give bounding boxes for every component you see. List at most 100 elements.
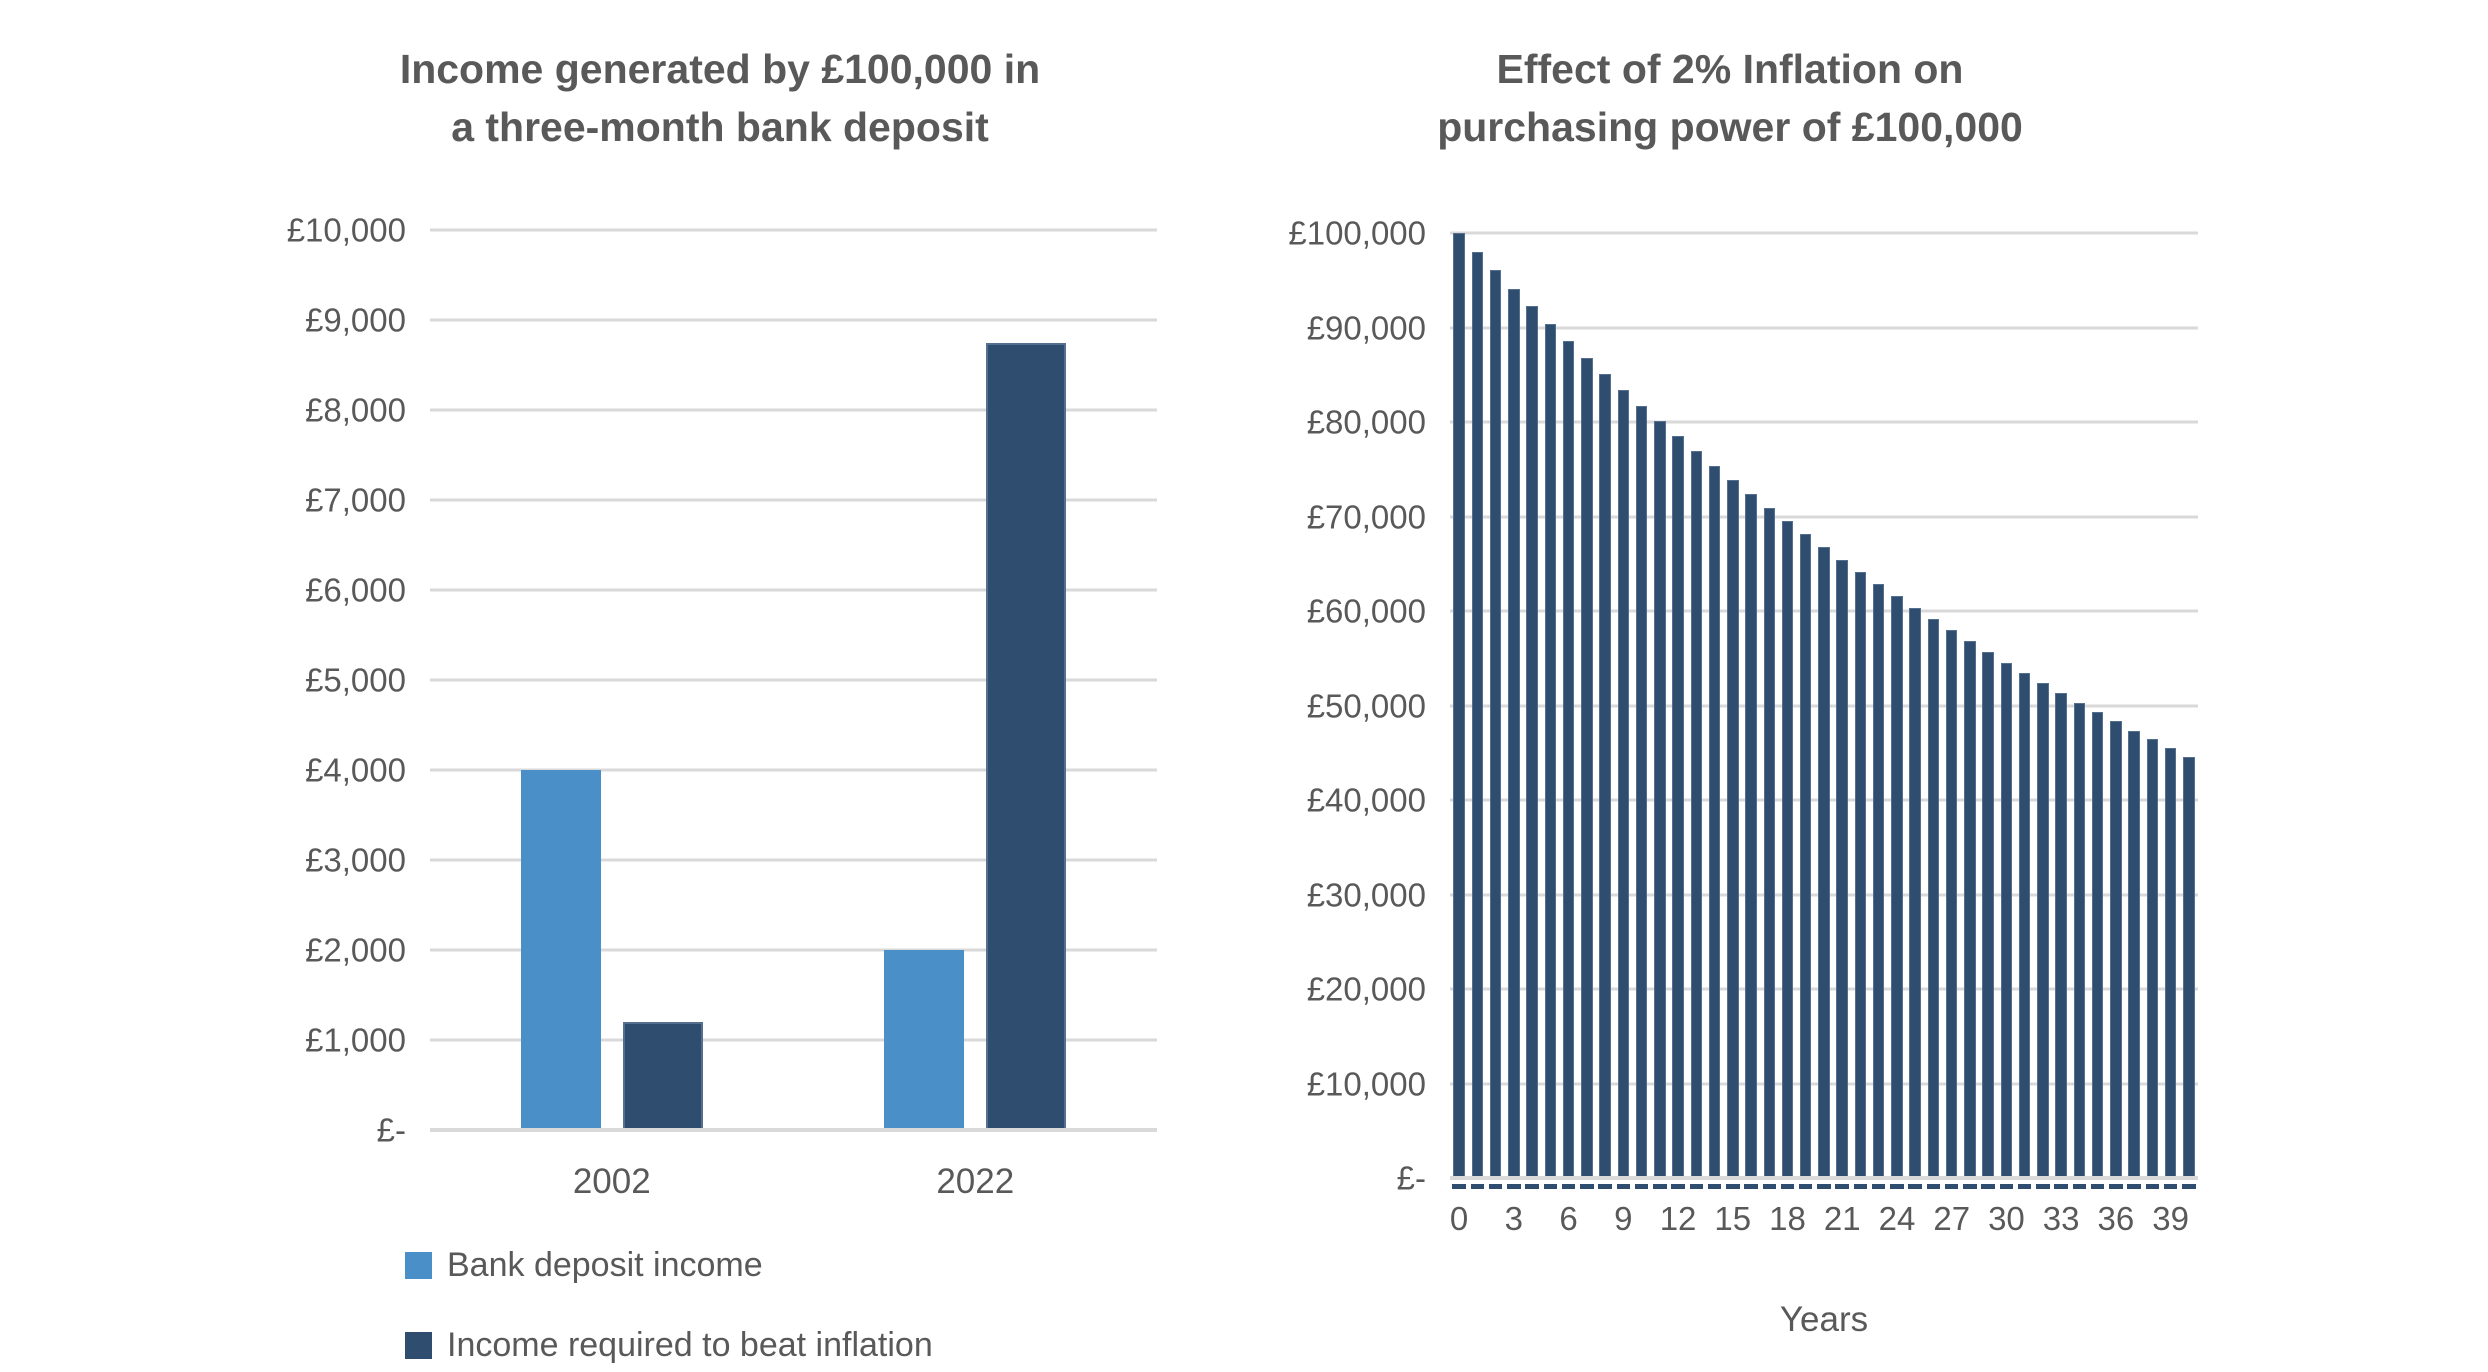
bar-year-13 [1690,451,1703,1178]
gridline [430,858,1157,862]
x-axis-tick-label: 24 [1878,1200,1916,1237]
y-axis-tick-label: £10,000 [1306,1065,1426,1102]
x-axis-tick-label: 27 [1933,1200,1971,1237]
gridline [430,228,1157,232]
axis-dash [1707,1184,1722,1189]
y-axis-tick-label: £70,000 [1306,498,1426,535]
gridline [430,408,1157,412]
bar-year-35 [2091,712,2104,1178]
axis-dash [1799,1184,1813,1189]
gridline [1450,420,2198,424]
axis-dash [2127,1184,2141,1189]
x-axis-category-label: 2022 [936,1162,1015,1201]
bar-year-33 [2055,692,2067,1178]
x-axis-tick-label: 36 [2097,1200,2135,1237]
axis-dash [1944,1184,1959,1189]
axis-dash [1689,1184,1704,1189]
axis-dash [1744,1184,1758,1189]
bar-year-15 [1727,480,1739,1178]
y-axis-tick-label: £- [376,1111,406,1149]
y-axis-tick-label: £50,000 [1306,687,1426,724]
gridline [430,678,1157,682]
x-axis-tick-label: 6 [1559,1200,1578,1237]
axis-dash [1908,1184,1922,1189]
bar-year-40 [2183,756,2195,1178]
bar-year-12 [1672,436,1684,1178]
bar-year-0 [1453,233,1465,1178]
axis-dash [1999,1184,2014,1189]
right-chart-plot-area: £- £10,000 £20,000 £30,000 £40,000 £50,000 £60… [1288,217,2198,1235]
bar-year-37 [2128,730,2140,1178]
axis-dash [2163,1184,2178,1189]
y-axis-tick-label: £1,000 [305,1021,406,1059]
axis-dash [2109,1184,2123,1189]
left-chart-legend: Bank deposit income Income required to b… [405,1246,933,1372]
axis-dash [1616,1184,1631,1189]
bar-year-34 [2073,702,2086,1178]
axis-dash [1926,1184,1941,1189]
axis-dash [1671,1184,1685,1189]
bar-year-25 [1909,607,1921,1178]
bar-year-24 [1891,596,1903,1178]
y-axis-tick-label: £40,000 [1306,781,1426,819]
bar-year-21 [1836,559,1848,1178]
legend-label-income-required-to-beat-inflation: Income required to beat inflation [447,1326,933,1365]
bar-2022-income-required-to-beat-inflation [986,342,1067,1130]
axis-dash [1762,1184,1776,1189]
axis-dash [2182,1184,2196,1189]
bar-year-20 [1818,547,1830,1178]
axis-dash [1653,1184,1667,1189]
gridline [1450,515,2198,518]
bar-year-28 [1964,641,1976,1178]
x-axis-line [1450,1176,2198,1180]
bar-year-1 [1471,251,1484,1178]
bar-year-31 [2018,672,2031,1178]
x-axis-line [430,1128,1157,1132]
x-axis-category-label: 2002 [572,1162,651,1201]
x-axis-tick-label: 3 [1504,1200,1524,1237]
bar-year-23 [1872,584,1885,1178]
axis-dash [1871,1184,1886,1189]
axis-dash [2145,1184,2160,1189]
bar-year-22 [1854,572,1867,1178]
bar-year-18 [1781,521,1794,1178]
y-axis-tick-label: £9,000 [305,301,406,339]
axis-dash [1580,1184,1594,1189]
y-axis-tick-label: £80,000 [1306,403,1426,441]
x-axis-tick-label: 0 [1449,1200,1469,1237]
axis-dash [2072,1184,2087,1189]
bar-year-5 [1544,323,1557,1178]
bar-year-39 [2164,748,2177,1178]
x-axis-tick-label: 15 [1714,1200,1752,1237]
y-axis-tick-label: £90,000 [1306,309,1426,346]
bar-2002-income-required-to-beat-inflation [622,1022,703,1130]
legend-item-bank-deposit-income: Bank deposit income [405,1246,933,1285]
y-axis-tick-label: £100,000 [1288,214,1426,252]
axis-dash [1452,1184,1466,1189]
y-axis-tick-label: £4,000 [305,751,406,789]
y-axis-tick-label: £8,000 [305,391,406,429]
bar-year-17 [1763,507,1775,1178]
bar-year-38 [2146,739,2159,1178]
axis-dash [1835,1184,1849,1189]
left-chart-plot-area: £- £1,000 £2,000 £3,000 £4,000 £5,000 £6,000 £7… [287,214,1157,1199]
x-axis-tick-label: 30 [1988,1200,2025,1237]
axis-dash [1488,1184,1503,1189]
bar-year-14 [1708,465,1721,1178]
gridline [1450,326,2198,329]
y-axis-tick-label: £2,000 [305,931,406,969]
bar-year-2 [1489,270,1502,1178]
legend-swatch-bank-deposit-income [405,1252,432,1280]
axis-dash [1598,1184,1612,1189]
bar-year-10 [1635,405,1648,1178]
bar-2002-bank-deposit-income [520,770,601,1130]
axis-dash [1543,1184,1558,1189]
bar-year-8 [1599,374,1611,1178]
y-axis-tick-label: £7,000 [305,481,406,519]
gridline [430,498,1157,502]
y-axis-tick-label: £10,000 [286,211,406,249]
axis-dash [1963,1184,1977,1189]
axis-dash [1817,1184,1831,1189]
axis-dash [1634,1184,1649,1189]
